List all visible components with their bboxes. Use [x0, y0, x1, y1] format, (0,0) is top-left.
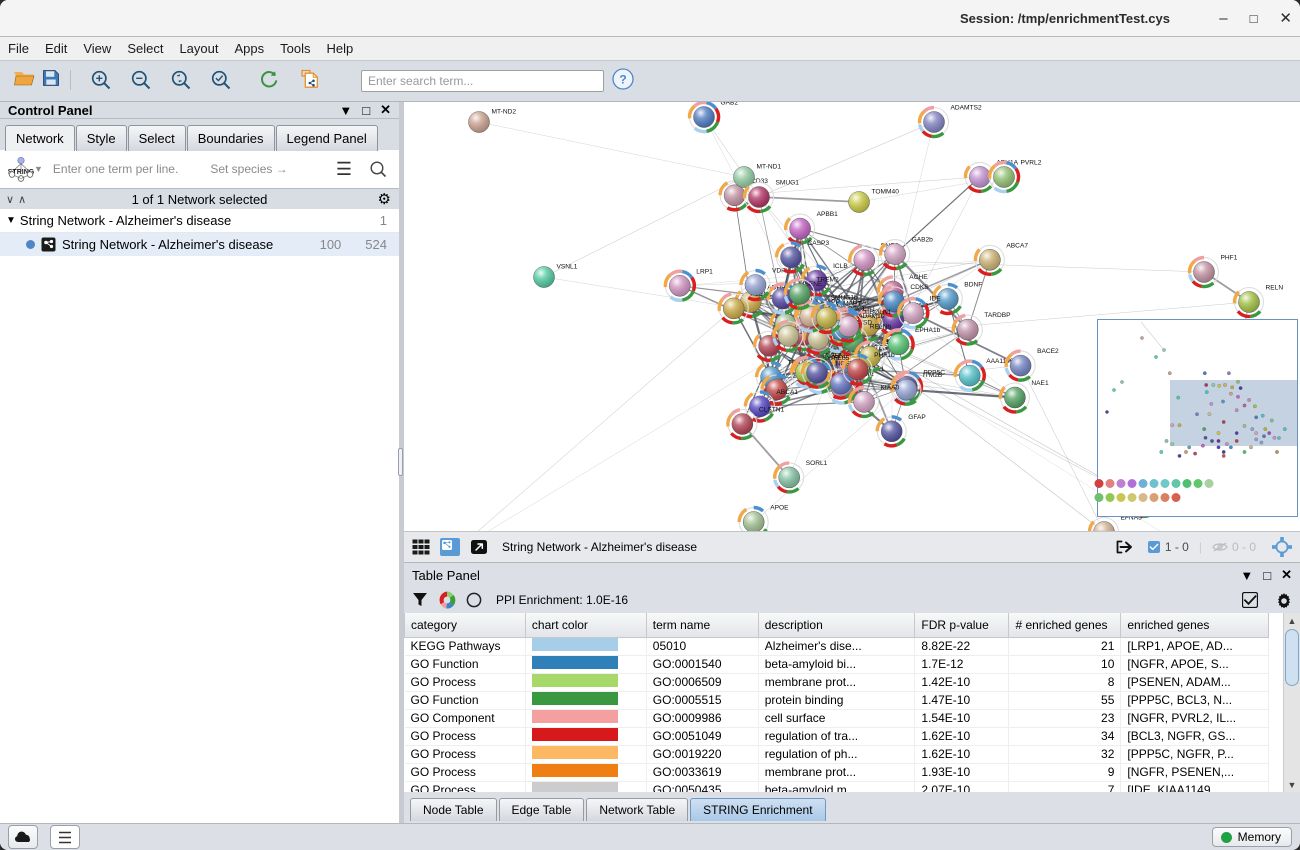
svg-text:RELN: RELN	[1266, 285, 1284, 292]
svg-text:ICLB: ICLB	[833, 263, 848, 270]
svg-text:KIAA0: KIAA0	[881, 384, 900, 391]
svg-text:ITM2B: ITM2B	[923, 372, 943, 379]
svg-text:BDNF: BDNF	[964, 281, 982, 288]
svg-text:TREM2: TREM2	[816, 276, 839, 283]
svg-text:ADAMTS2: ADAMTS2	[951, 105, 982, 112]
svg-text:RELNb: RELNb	[870, 324, 892, 331]
svg-text:ABCA7: ABCA7	[1006, 242, 1028, 249]
svg-text:GAB2b: GAB2b	[912, 237, 934, 244]
svg-text:CLSTN1: CLSTN1	[759, 407, 785, 414]
svg-text:APOE: APOE	[770, 505, 789, 512]
svg-text:VSNL1: VSNL1	[557, 264, 578, 271]
svg-text:MT-ND1: MT-ND1	[757, 164, 782, 171]
svg-text:ACHE: ACHE	[909, 274, 928, 281]
svg-text:MAPT: MAPT	[843, 300, 861, 307]
svg-text:FE65: FE65	[834, 355, 850, 362]
svg-text:AAA1149: AAA1149	[986, 358, 1014, 365]
svg-text:PVRL2: PVRL2	[1021, 160, 1042, 167]
svg-text:PHF1: PHF1	[1221, 255, 1238, 262]
svg-text:CDKS: CDKS	[910, 284, 929, 291]
svg-text:MT-ND2: MT-ND2	[492, 109, 517, 116]
svg-text:LRP1: LRP1	[696, 268, 713, 275]
svg-text:CASP3: CASP3	[808, 240, 830, 247]
svg-text:UBQLN1: UBQLN1	[865, 309, 892, 316]
svg-text:GFAP: GFAP	[908, 414, 926, 421]
svg-text:NAE1: NAE1	[1031, 380, 1049, 387]
svg-text:PHF1b: PHF1b	[874, 352, 895, 359]
svg-text:TOMM40: TOMM40	[872, 189, 900, 196]
svg-text:?: ?	[619, 73, 626, 87]
svg-text:GAB2: GAB2	[721, 102, 739, 107]
svg-text:BACE2: BACE2	[1037, 348, 1059, 355]
svg-text:APBB1: APBB1	[817, 211, 839, 218]
svg-text:IDE: IDE	[930, 296, 942, 303]
svg-text:ABCA1: ABCA1	[776, 389, 798, 396]
svg-text:SORL1: SORL1	[806, 460, 828, 467]
svg-text:TARDBP: TARDBP	[984, 312, 1011, 319]
svg-text:SMUG1: SMUG1	[776, 180, 800, 187]
